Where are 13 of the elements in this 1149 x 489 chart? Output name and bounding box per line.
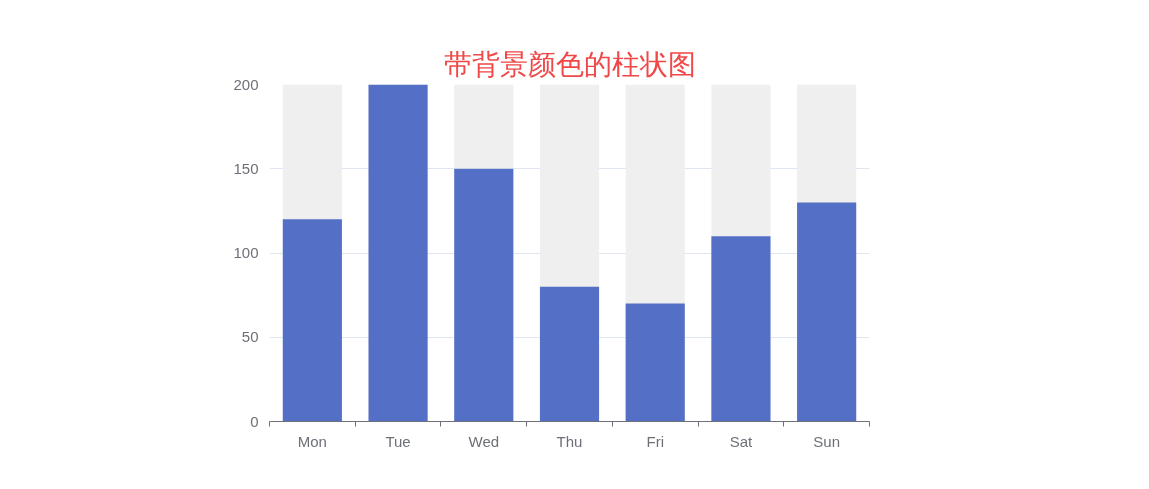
x-tick-label: Fri <box>646 432 664 450</box>
x-tick-label: Sun <box>813 432 840 450</box>
x-tick-label: Mon <box>297 432 327 450</box>
x-tick-label: Wed <box>468 432 500 450</box>
x-tick-label: Tue <box>385 432 411 450</box>
chart-title: 带背景颜色的柱状图 <box>443 48 696 80</box>
y-tick-label: 100 <box>233 244 259 261</box>
y-tick-label: 200 <box>233 75 259 93</box>
y-tick-label: 150 <box>233 159 259 177</box>
x-tick-label: Thu <box>556 432 583 450</box>
y-tick-label: 0 <box>250 412 259 430</box>
y-tick-label: 50 <box>241 328 259 346</box>
x-tick-label: Sat <box>729 432 754 450</box>
